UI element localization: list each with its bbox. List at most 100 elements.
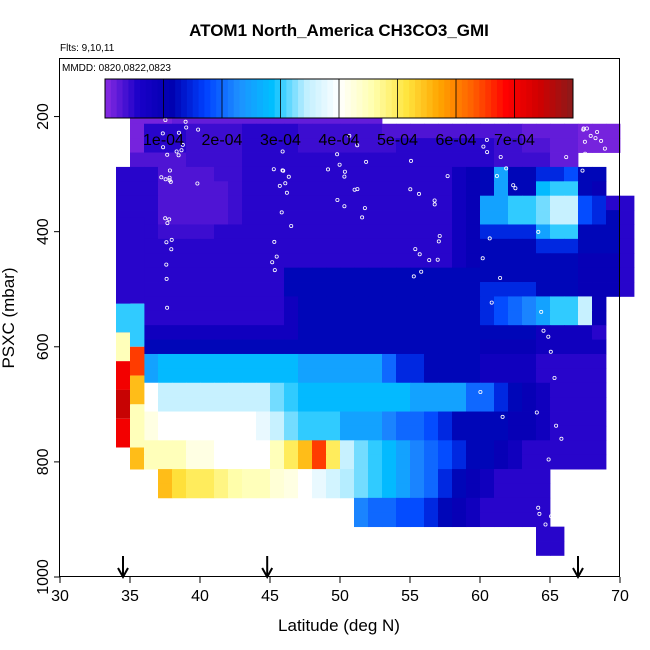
heatmap-cell xyxy=(466,483,481,499)
y-axis-label: PSXC (mbar) xyxy=(0,267,18,368)
heatmap-cell xyxy=(214,454,229,470)
heatmap-cell xyxy=(564,425,579,441)
heatmap-cell xyxy=(256,339,271,355)
heatmap-cell xyxy=(256,282,271,297)
heatmap-cell xyxy=(508,339,523,355)
heatmap-cell xyxy=(452,483,467,499)
heatmap-cell xyxy=(396,296,411,312)
heatmap-cell xyxy=(438,497,453,513)
colorbar-segment xyxy=(245,79,252,118)
flight-track-point xyxy=(564,155,569,160)
heatmap-cell xyxy=(522,325,537,340)
heatmap-cell xyxy=(368,123,383,139)
colorbar-segment xyxy=(239,79,246,118)
flight-track-point xyxy=(494,173,499,178)
heatmap-cell xyxy=(494,310,509,326)
colorbar-tick-label: 3e-04 xyxy=(260,132,301,149)
flight-track-point xyxy=(169,237,174,242)
colorbar xyxy=(104,78,574,119)
flight-track-point xyxy=(196,127,201,132)
flight-track-point xyxy=(485,150,490,155)
heatmap-cell xyxy=(172,454,187,470)
heatmap-cell xyxy=(480,123,495,139)
heatmap-cell xyxy=(522,425,537,441)
colorbar-segment xyxy=(491,79,498,118)
heatmap-cell xyxy=(410,195,425,211)
heatmap-cell xyxy=(578,425,593,441)
heatmap-cell xyxy=(200,411,215,427)
heatmap-cell xyxy=(550,382,565,398)
heatmap-cell xyxy=(536,282,551,297)
flight-track-point xyxy=(599,138,604,143)
heatmap-cell xyxy=(158,181,173,197)
heatmap-cell xyxy=(494,440,509,456)
heatmap-cell xyxy=(620,224,635,240)
heatmap-cell xyxy=(256,397,271,412)
heatmap-cell xyxy=(550,526,565,542)
heatmap-cell xyxy=(144,253,159,269)
x-tick-label: 45 xyxy=(261,588,279,605)
heatmap-cell xyxy=(214,397,229,412)
heatmap-cell xyxy=(522,483,537,499)
flight-track-point xyxy=(580,168,585,173)
flight-track-point xyxy=(284,190,289,195)
heatmap-cell xyxy=(354,353,369,369)
heatmap-cell xyxy=(242,382,257,398)
colorbar-tick-label: 4e-04 xyxy=(319,132,360,149)
heatmap-cell xyxy=(536,411,551,427)
heatmap-cell xyxy=(396,123,411,139)
heatmap-cell xyxy=(466,397,481,412)
heatmap-cell xyxy=(312,368,327,384)
colorbar-segment xyxy=(549,79,556,118)
heatmap-cell xyxy=(564,138,579,153)
colorbar-segment xyxy=(561,79,568,118)
heatmap-cell xyxy=(508,512,523,528)
heatmap-cell xyxy=(424,210,439,225)
heatmap-cell xyxy=(550,152,565,168)
heatmap-cell xyxy=(438,138,453,153)
heatmap-cell xyxy=(270,267,285,283)
heatmap-cell xyxy=(396,253,411,269)
heatmap-cell xyxy=(256,310,271,326)
heatmap-cell xyxy=(298,353,313,369)
heatmap-cell xyxy=(200,425,215,441)
heatmap-cell xyxy=(228,267,243,283)
heatmap-cell xyxy=(578,454,593,470)
plot-frame xyxy=(59,58,620,577)
heatmap-cell xyxy=(522,310,537,326)
heatmap-cell xyxy=(340,382,355,398)
colorbar-segment xyxy=(222,79,229,118)
heatmap-cell xyxy=(144,238,159,254)
heatmap-cell xyxy=(200,296,215,312)
heatmap-cell xyxy=(410,123,425,139)
flight-track-point xyxy=(498,154,503,159)
heatmap-cell xyxy=(368,411,383,427)
heatmap-cell xyxy=(382,440,397,456)
heatmap-cell xyxy=(536,425,551,441)
flight-track-point xyxy=(337,162,342,167)
heatmap-cell xyxy=(256,253,271,269)
heatmap-cell xyxy=(368,210,383,225)
heatmap-cell xyxy=(494,123,509,139)
heatmap-cell xyxy=(354,181,369,197)
heatmap-cell xyxy=(410,483,425,499)
flight-track-point xyxy=(478,389,483,394)
heatmap-cell xyxy=(298,440,313,456)
heatmap-cell xyxy=(340,296,355,312)
heatmap-cell xyxy=(270,339,285,355)
heatmap-cell xyxy=(508,296,523,312)
heatmap-cell xyxy=(410,325,425,340)
colorbar-segment xyxy=(356,79,363,118)
flight-track-point xyxy=(589,154,594,159)
heatmap-cell xyxy=(494,497,509,513)
heatmap-cell xyxy=(508,353,523,369)
heatmap-cell xyxy=(298,210,313,225)
colorbar-segment xyxy=(432,79,439,118)
heatmap-cell xyxy=(326,267,341,283)
colorbar-segment xyxy=(327,79,334,118)
heatmap-cell xyxy=(200,166,215,182)
heatmap-cell xyxy=(438,123,453,139)
heatmap-cell xyxy=(326,339,341,355)
heatmap-cell xyxy=(620,267,635,283)
heatmap-cell xyxy=(368,497,383,513)
